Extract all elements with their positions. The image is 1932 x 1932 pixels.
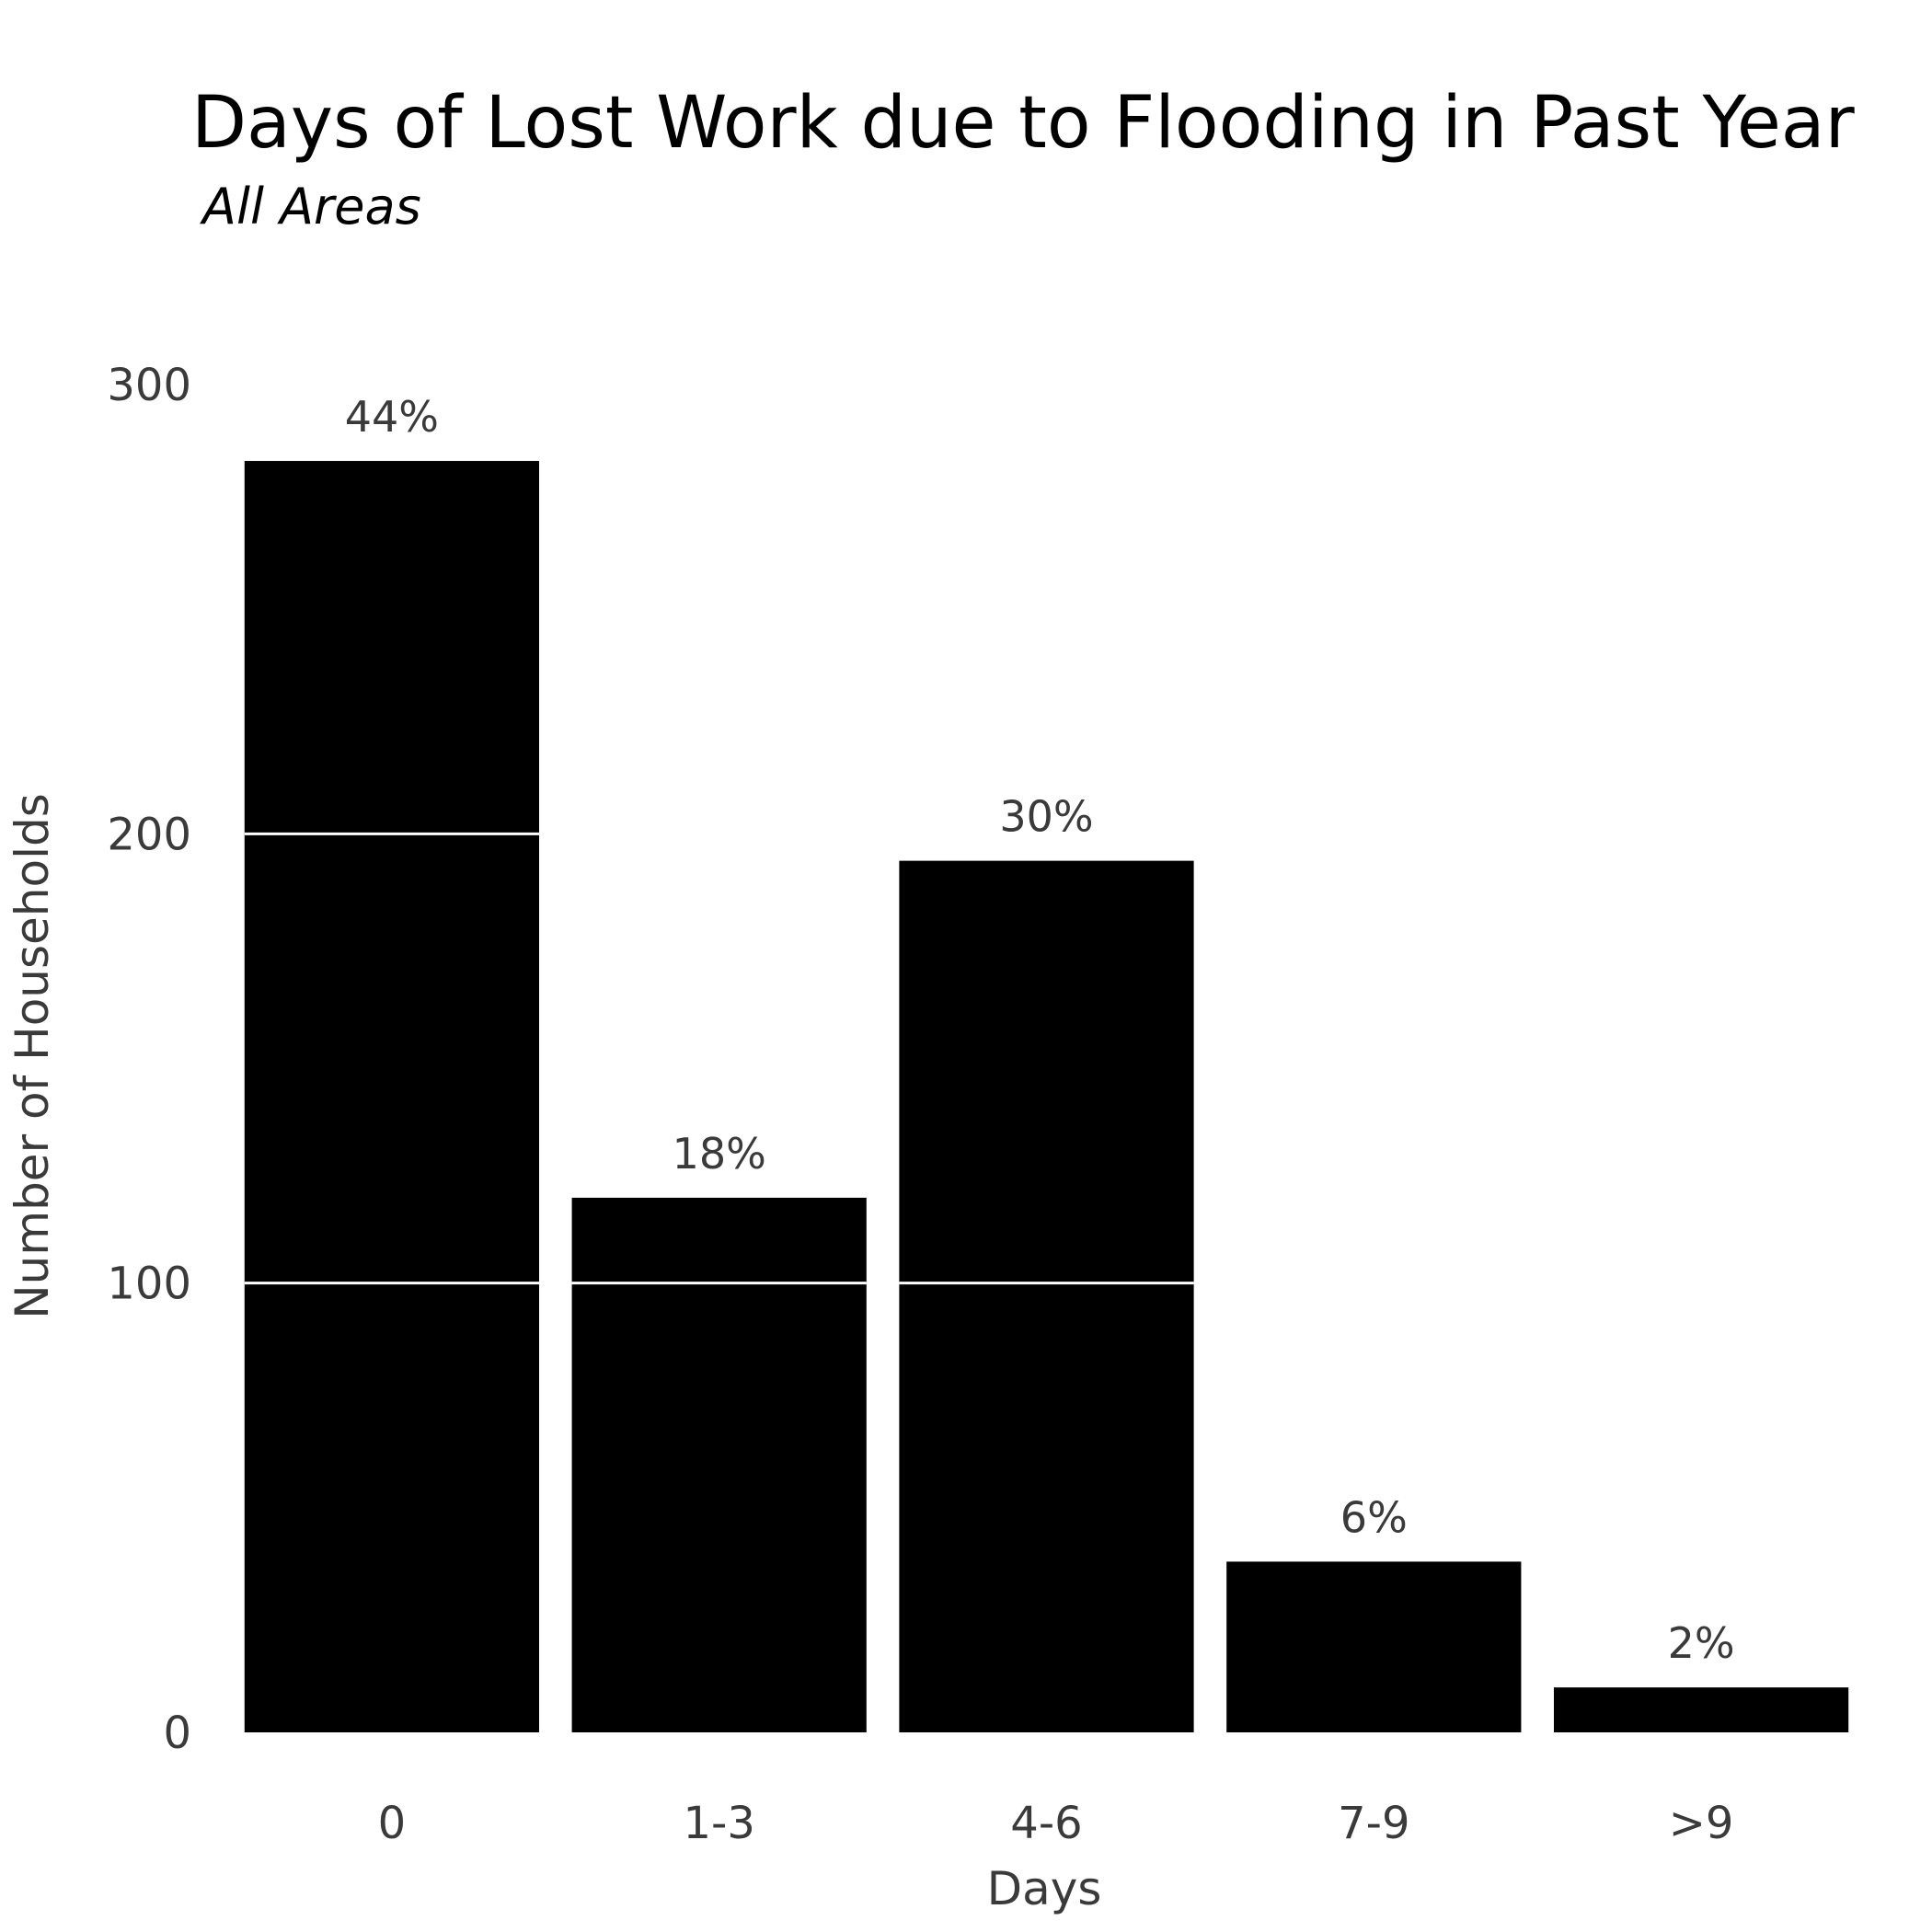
bar-4 [1553,1687,1849,1732]
x-tick-label-2: 4-6 [1010,1798,1082,1849]
bars-group [244,461,1849,1733]
data-labels-group: 44% 18% 30% 6% 2% [345,392,1735,1668]
data-label-1: 18% [673,1129,766,1179]
bar-1 [571,1197,867,1732]
data-label-2: 30% [999,792,1093,842]
gridlines-group [244,832,1194,1285]
x-tick-label-3: 7-9 [1338,1798,1409,1849]
y-tick-label-3: 300 [107,360,191,411]
data-label-3: 6% [1340,1492,1408,1542]
chart-subtitle: All Areas [200,178,421,236]
chart-title: Days of Lost Work due to Flooding in Pas… [191,82,1856,165]
bar-3 [1226,1561,1522,1732]
x-tick-label-4: >9 [1669,1798,1734,1849]
y-tick-label-0: 0 [163,1708,191,1759]
y-tick-label-2: 200 [107,809,191,860]
bar-2 [899,860,1194,1732]
bar-0 [244,461,540,1733]
y-axis-ticks: 0 100 200 300 [107,360,191,1759]
x-axis-title: Days [987,1862,1102,1915]
data-label-4: 2% [1668,1618,1735,1668]
y-axis-title: Number of Households [6,793,59,1318]
data-label-0: 44% [345,392,439,442]
x-tick-label-0: 0 [378,1798,407,1849]
x-axis-ticks: 0 1-3 4-6 7-9 >9 [378,1798,1734,1849]
y-tick-label-1: 100 [107,1259,191,1310]
x-tick-label-1: 1-3 [683,1798,754,1849]
